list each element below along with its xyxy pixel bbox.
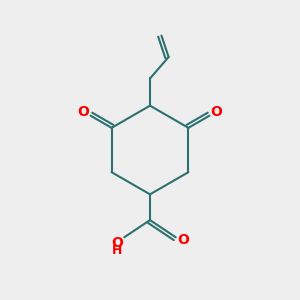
Text: H: H xyxy=(112,244,122,257)
Text: O: O xyxy=(78,105,89,119)
Text: O: O xyxy=(111,236,123,250)
Text: O: O xyxy=(178,232,189,247)
Text: O: O xyxy=(211,105,222,119)
